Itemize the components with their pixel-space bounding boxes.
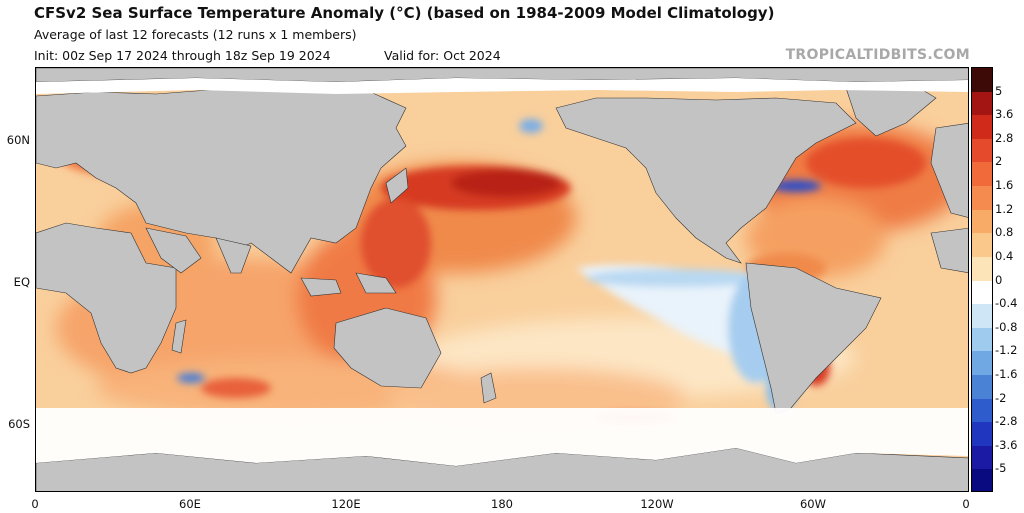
site-watermark: TROPICALTIDBITS.COM <box>785 47 970 63</box>
colorbar-segment <box>972 374 992 400</box>
colorbar-label: 2.8 <box>995 130 1014 145</box>
lon-label-180: 180 <box>491 497 513 511</box>
colorbar-segment <box>972 209 992 234</box>
colorbar-label: -1.6 <box>995 366 1018 381</box>
colorbar-segment <box>972 422 992 447</box>
colorbar-label: -3.6 <box>995 437 1018 452</box>
colorbar-label: 2 <box>995 154 1003 169</box>
colorbar-segment <box>972 91 992 116</box>
colorbar-segment <box>972 115 992 140</box>
colorbar-segment <box>972 256 992 281</box>
forecast-average-note: Average of last 12 forecasts (12 runs x … <box>34 27 357 42</box>
colorbar-label: -1.2 <box>995 343 1018 358</box>
colorbar-segment <box>972 280 992 305</box>
land-masses <box>36 68 968 491</box>
lat-label-60n: 60N <box>6 133 30 147</box>
sst-anomaly-map <box>35 67 969 492</box>
init-time: Init: 00z Sep 17 2024 through 18z Sep 19… <box>34 48 331 63</box>
colorbar-label: 0.4 <box>995 248 1014 263</box>
colorbar-label: -2 <box>995 390 1007 405</box>
lat-label-60s: 60S <box>8 417 30 431</box>
colorbar-segment <box>972 233 992 258</box>
colorbar-label: 5 <box>995 83 1003 98</box>
lat-label-eq: EQ <box>13 275 30 289</box>
lon-label-0-end: 0 <box>962 497 970 511</box>
colorbar-label: 3.6 <box>995 107 1014 122</box>
lon-label-120e: 120E <box>331 497 361 511</box>
colorbar-label: 1.2 <box>995 201 1014 216</box>
colorbar-segment <box>972 186 992 211</box>
colorbar-label: -2.8 <box>995 414 1018 429</box>
colorbar-label: -0.8 <box>995 319 1018 334</box>
lon-label-60e: 60E <box>179 497 201 511</box>
colorbar-label: -5 <box>995 461 1007 476</box>
lon-label-120w: 120W <box>640 497 674 511</box>
colorbar-segment <box>972 162 992 187</box>
colorbar-segment <box>972 68 992 93</box>
colorbar-label: 0.8 <box>995 225 1014 240</box>
colorbar-segment <box>972 398 992 423</box>
colorbar-segment <box>972 304 992 329</box>
colorbar-segment <box>972 469 992 491</box>
colorbar <box>971 67 993 492</box>
map-canvas <box>36 68 968 491</box>
colorbar-segment <box>972 351 992 376</box>
colorbar-segment <box>972 138 992 163</box>
lon-label-60w: 60W <box>799 497 827 511</box>
colorbar-label: 0 <box>995 272 1003 287</box>
lon-label-0: 0 <box>31 497 39 511</box>
chart-title: CFSv2 Sea Surface Temperature Anomaly (°… <box>34 4 775 22</box>
colorbar-segment <box>972 445 992 470</box>
sea-ice <box>36 78 968 466</box>
valid-time: Valid for: Oct 2024 <box>384 48 501 63</box>
colorbar-segment <box>972 327 992 352</box>
colorbar-label: -0.4 <box>995 296 1018 311</box>
colorbar-label: 1.6 <box>995 178 1014 193</box>
